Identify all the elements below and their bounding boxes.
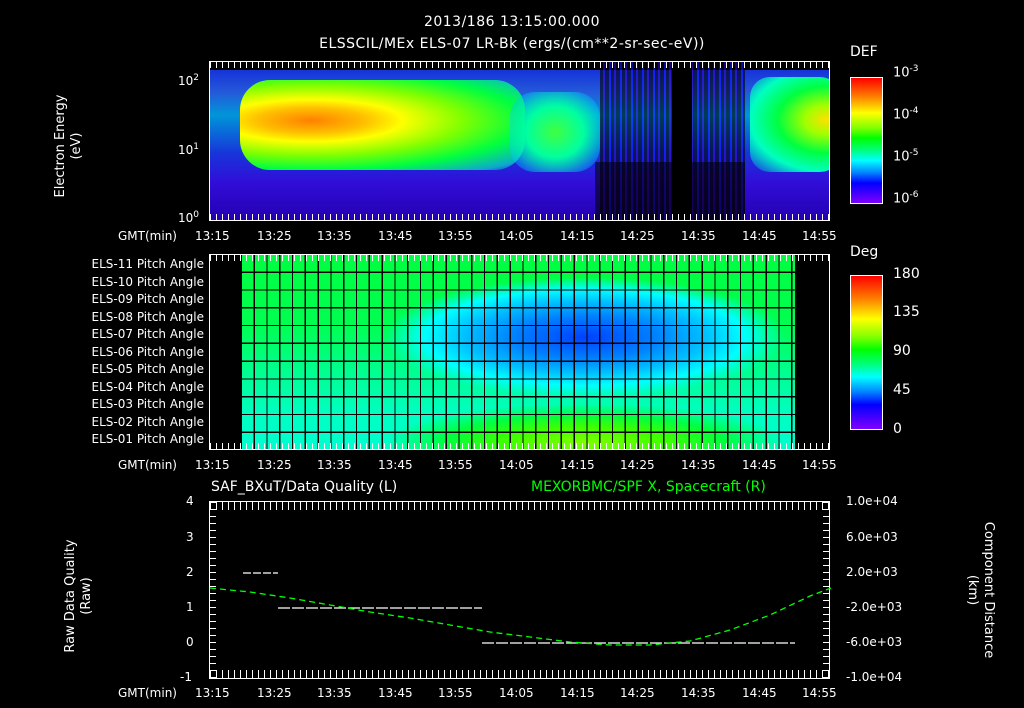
xtick: 13:45 [378,458,413,472]
panel1-ylabel: Electron Energy (eV) [53,91,85,201]
panel3-title-right: MEXORBMC/SPF X, Spacecraft (R) [531,479,766,495]
panel3-yunit-right: (km) [965,574,980,606]
colorbar2-tick: 90 [893,343,911,359]
pa-label: ELS-02 Pitch Angle [91,414,204,429]
xtick: 14:15 [560,229,595,243]
xtick: 14:15 [560,458,595,472]
ytick-left: 1 [186,600,194,614]
xtick: 14:55 [802,458,837,472]
pa-label: ELS-05 Pitch Angle [91,362,204,376]
pa-label: ELS-01 Pitch Angle [91,432,204,446]
data-quality-plot[interactable] [209,501,831,679]
xtick: 13:45 [378,686,413,700]
pitch-angle-plot[interactable] [209,254,830,450]
xtick: 13:15 [195,686,230,700]
plot-title: ELSSCIL/MEx ELS-07 LR-Bk (ergs/(cm**2-sr… [319,36,705,52]
xtick: 14:25 [620,229,655,243]
colorbar2-tick: 45 [893,382,911,398]
xtick: 13:15 [195,229,230,243]
xtick: 13:45 [378,229,413,243]
xtick: 13:35 [317,229,352,243]
ytick-left: 4 [186,494,194,508]
colorbar1-tick-1e-5: 10-5 [893,148,919,165]
ytick-left: -1 [180,670,192,684]
xtick: 14:35 [681,686,716,700]
pa-label: ELS-08 Pitch Angle [91,309,204,324]
ytick-right: 6.0e+03 [846,530,898,544]
xtick: 13:35 [317,686,352,700]
colorbar2-tick: 180 [893,266,920,282]
xtick: 13:25 [257,686,292,700]
panel1-xticks: 13:15 13:25 13:35 13:45 13:55 14:05 14:1… [191,229,851,245]
panel3-xticks: 13:15 13:25 13:35 13:45 13:55 14:05 14:1… [191,686,851,702]
pa-label: ELS-06 Pitch Angle [91,344,204,359]
spectrogram-plot[interactable] [209,61,830,221]
colorbar1-tick-1e-6: 10-6 [893,190,919,207]
panel2-xticks: 13:15 13:25 13:35 13:45 13:55 14:05 14:1… [191,458,851,474]
panel1-ytick-1: 100 [178,210,200,225]
colorbar-deg [850,275,883,430]
xtick: 14:25 [620,458,655,472]
ytick-right: -2.0e+03 [846,600,903,614]
panel1-yunit: (eV) [69,132,84,160]
xtick: 14:45 [742,458,777,472]
xtick: 14:35 [681,458,716,472]
xtick: 14:05 [499,229,534,243]
xtick: 14:55 [802,229,837,243]
xtick: 14:45 [742,229,777,243]
colorbar-def [850,77,883,204]
xtick: 13:55 [438,229,473,243]
pa-label: ELS-11 Pitch Angle [91,257,204,271]
xtick: 14:15 [560,686,595,700]
ytick-right: -6.0e+03 [846,635,903,649]
xtick: 13:55 [438,458,473,472]
panel1-ytick-100: 102 [178,73,200,88]
colorbar1-tick-1e-4: 10-4 [893,106,919,123]
xtick: 14:55 [802,686,837,700]
panel3-xaxis-label: GMT(min) [118,686,177,700]
data-quality-lines [210,572,831,646]
xtick: 14:05 [499,686,534,700]
pa-label: ELS-04 Pitch Angle [91,379,204,394]
colorbar1-title: DEF [850,44,878,60]
xtick: 14:35 [681,229,716,243]
panel1-xaxis-label: GMT(min) [118,229,177,243]
xtick: 14:25 [620,686,655,700]
panel3-ylabel-right: Component Distance (km) [964,515,996,665]
panel3-yunit-left: (Raw) [79,577,94,615]
ytick-right: -1.0e+04 [846,670,903,684]
xtick: 13:15 [195,458,230,472]
ytick-right: 2.0e+03 [846,565,898,579]
colorbar1-tick-1e-3: 10-3 [893,64,919,81]
panel3-ylabel-left-text: Raw Data Quality [63,539,78,653]
xtick: 13:25 [257,458,292,472]
panel3-ylabel-left: Raw Data Quality (Raw) [63,531,95,661]
ytick-right: 1.0e+04 [846,494,898,508]
xtick: 13:25 [257,229,292,243]
pa-label: ELS-03 Pitch Angle [91,397,204,411]
plot-datetime: 2013/186 13:15:00.000 [423,14,601,30]
panel2-xaxis-label: GMT(min) [118,458,177,472]
panel1-ylabel-text: Electron Energy [53,94,68,198]
xtick: 14:45 [742,686,777,700]
panel1-ytick-10: 101 [178,142,200,157]
pa-label: ELS-10 Pitch Angle [91,274,204,289]
pa-label: ELS-09 Pitch Angle [91,292,204,306]
xtick: 13:35 [317,458,352,472]
ytick-left: 2 [186,565,194,579]
colorbar2-title: Deg [850,244,879,260]
xtick: 14:05 [499,458,534,472]
colorbar2-tick: 135 [893,304,920,320]
pa-label: ELS-07 Pitch Angle [91,327,204,341]
xtick: 13:55 [438,686,473,700]
ytick-left: 0 [186,635,194,649]
panel3-ylabel-right-text: Component Distance [981,521,996,659]
panel3-title-left: SAF_BXuT/Data Quality (L) [211,479,398,495]
colorbar2-tick: 0 [893,421,902,437]
ytick-left: 3 [186,530,194,544]
